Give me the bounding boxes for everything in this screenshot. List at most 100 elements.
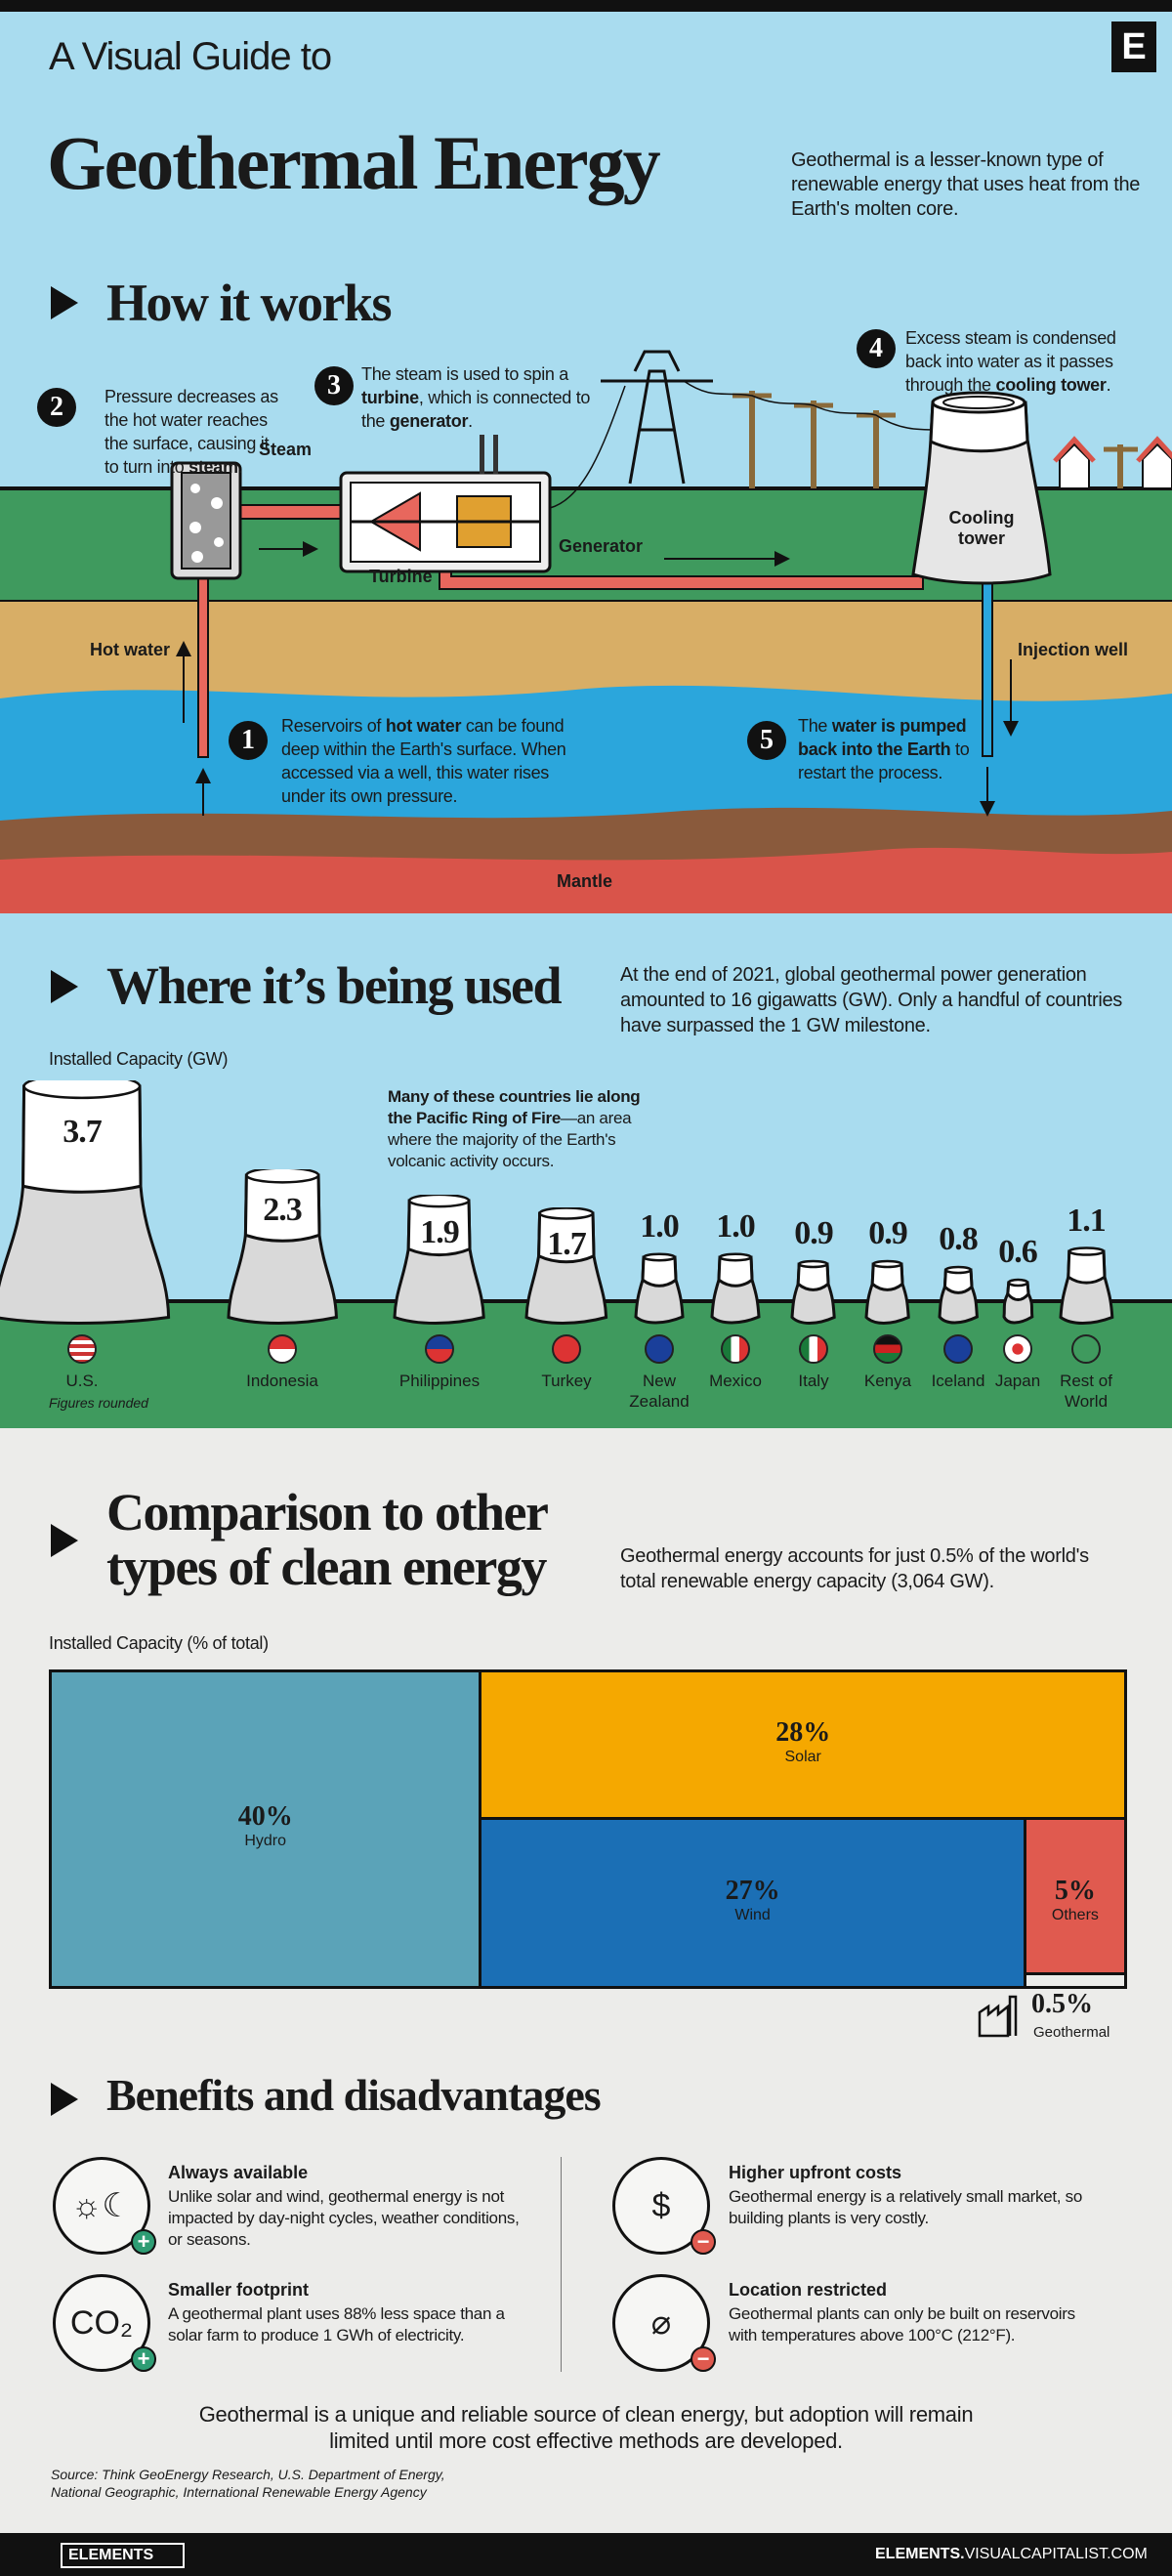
tower-bar [710, 1252, 761, 1325]
cell-label: Others [1051, 1906, 1099, 1923]
tower-bar [393, 1194, 486, 1325]
tower-bar [1059, 1246, 1113, 1325]
step-5-text: The water is pumped back into the Earth … [798, 716, 970, 782]
section-arrow-icon [51, 970, 78, 1003]
country-label: Kenya [863, 1372, 912, 1390]
country-label: Mexico [709, 1372, 762, 1390]
tower-value-label: 1.1 [1067, 1202, 1107, 1239]
benefit-text: Geothermal plants can only be built on r… [729, 2304, 1075, 2344]
tower-bar [0, 1079, 171, 1325]
cell-label: Hydro [244, 1833, 287, 1849]
kicker: A Visual Guide to [49, 35, 332, 78]
footer-brand[interactable]: ELEMENTS [61, 2543, 186, 2568]
cooling-tower-label: Cooling tower [948, 508, 1015, 548]
minus-icon: − [691, 2346, 716, 2372]
step-3-badge: 3 [314, 366, 354, 405]
country-label: New Zealand [629, 1372, 690, 1411]
geothermal-pct: 0.5% [1031, 1989, 1093, 2019]
tower-value-label: 2.3 [263, 1192, 303, 1229]
tower-value-label: 0.9 [868, 1214, 908, 1251]
flag-jp-icon [1003, 1334, 1032, 1364]
step-5-badge: 5 [747, 721, 786, 760]
treemap-axis-label: Installed Capacity (% of total) [49, 1633, 269, 1653]
flag-mx-icon [721, 1334, 750, 1364]
country-label: Italy [798, 1372, 829, 1390]
flag-tr-icon [552, 1334, 581, 1364]
capacity-axis-label: Installed Capacity (GW) [49, 1049, 229, 1069]
tower-bar [938, 1265, 979, 1325]
section-arrow-icon [51, 2083, 78, 2116]
where-intro: At the end of 2021, global geothermal po… [620, 964, 1122, 1036]
footer [0, 2533, 1172, 2576]
houses [1053, 436, 1172, 489]
conclusion: Geothermal is a unique and reliable sour… [198, 2402, 974, 2453]
source-note: Source: Think GeoEnergy Research, U.S. D… [51, 2467, 445, 2500]
cell-label: Solar [784, 1748, 821, 1765]
tower-value-label: 1.7 [547, 1225, 587, 1262]
treemap-cell-solar: 28% Solar [479, 1669, 1127, 1821]
benefit-title: Always available [168, 2163, 309, 2182]
intro-text: Geothermal is a lesser-known type of ren… [791, 149, 1141, 220]
steam-pipe [238, 504, 344, 520]
benefit-text: A geothermal plant uses 88% less space t… [168, 2304, 505, 2344]
section-title-where: Where it’s being used [106, 956, 563, 1015]
benefit-text: Geothermal energy is a relatively small … [729, 2187, 1082, 2227]
turbine-label: Turbine [369, 567, 433, 586]
step-2-text: Pressure decreases as the hot water reac… [105, 387, 278, 477]
tower-value-label: 1.9 [420, 1214, 460, 1251]
tower-bar [790, 1259, 837, 1325]
hot-water-label: Hot water [90, 640, 171, 659]
section-arrow-icon [51, 286, 78, 319]
country-label: Japan [994, 1372, 1041, 1390]
minus-icon: − [691, 2229, 716, 2255]
elements-logo[interactable]: E [1111, 21, 1156, 72]
plus-icon: + [131, 2229, 156, 2255]
footer-url[interactable]: ELEMENTS.VISUALCAPITALIST.COM [875, 2546, 1148, 2562]
geothermal-diagram [0, 350, 1172, 913]
country-label: Indonesia [246, 1372, 318, 1390]
benefit-title: Higher upfront costs [729, 2163, 902, 2182]
country-label: Turkey [541, 1372, 592, 1390]
cell-value: 27% [725, 1875, 780, 1906]
country-label: Rest of World [1060, 1372, 1112, 1411]
tower-bar [864, 1259, 911, 1325]
treemap-cell-geothermal [1023, 1972, 1127, 1989]
flag-it-icon [799, 1334, 828, 1364]
tower-bar [524, 1206, 608, 1325]
cell-value: 5% [1054, 1875, 1096, 1906]
page-title: Geothermal Energy [47, 120, 661, 205]
tower-value-label: 1.0 [640, 1208, 680, 1245]
treemap-cell-hydro: 40% Hydro [49, 1669, 482, 1989]
flag-is-icon [943, 1334, 973, 1364]
country-label: Philippines [398, 1372, 481, 1390]
top-bar [0, 0, 1172, 12]
tower-value-label: 0.6 [998, 1234, 1038, 1270]
country-label: U.S. [65, 1372, 99, 1390]
mantle-label: Mantle [557, 871, 613, 891]
flag-nz-icon [645, 1334, 674, 1364]
tower-value-label: 3.7 [63, 1114, 103, 1151]
flag-ph-icon [425, 1334, 454, 1364]
step-2-badge: 2 [37, 388, 76, 427]
compare-intro: Geothermal energy accounts for just 0.5%… [620, 1545, 1089, 1592]
cell-value: 40% [237, 1801, 293, 1832]
step-4-text: Excess steam is condensed back into wate… [905, 328, 1116, 395]
tower-value-label: 0.9 [794, 1214, 834, 1251]
treemap-cell-others: 5% Others [1023, 1817, 1127, 1989]
hot-water-pipe [197, 575, 209, 758]
tower-bar [1002, 1278, 1033, 1325]
tower-value-label: 1.0 [716, 1208, 756, 1245]
step-1-badge: 1 [229, 721, 268, 760]
ring-of-fire-note: Many of these countries lie along the Pa… [388, 1087, 641, 1170]
treemap-cell-wind: 27% Wind [479, 1817, 1026, 1989]
section-arrow-icon [51, 1524, 78, 1557]
plus-icon: + [131, 2346, 156, 2372]
column-divider [561, 2157, 562, 2372]
generator-label: Generator [559, 536, 644, 556]
benefit-title: Smaller footprint [168, 2280, 310, 2300]
benefit-text: Unlike solar and wind, geothermal energy… [168, 2187, 520, 2249]
step-3-text: The steam is used to spin a turbine, whi… [361, 364, 591, 431]
cell-label: Wind [734, 1906, 771, 1923]
tower-bar [634, 1252, 685, 1325]
section-title-compare: Comparison to other types of clean energy [106, 1483, 549, 1596]
